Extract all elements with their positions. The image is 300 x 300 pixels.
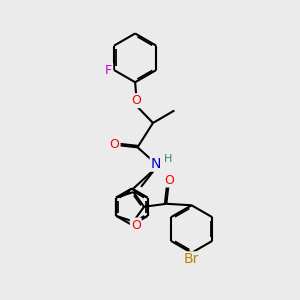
Text: O: O (110, 138, 120, 152)
Text: O: O (164, 173, 174, 187)
Text: O: O (131, 218, 141, 232)
Text: O: O (132, 94, 142, 107)
Text: N: N (151, 157, 161, 171)
Text: H: H (164, 154, 172, 164)
Text: F: F (105, 64, 112, 76)
Text: Br: Br (184, 252, 199, 266)
